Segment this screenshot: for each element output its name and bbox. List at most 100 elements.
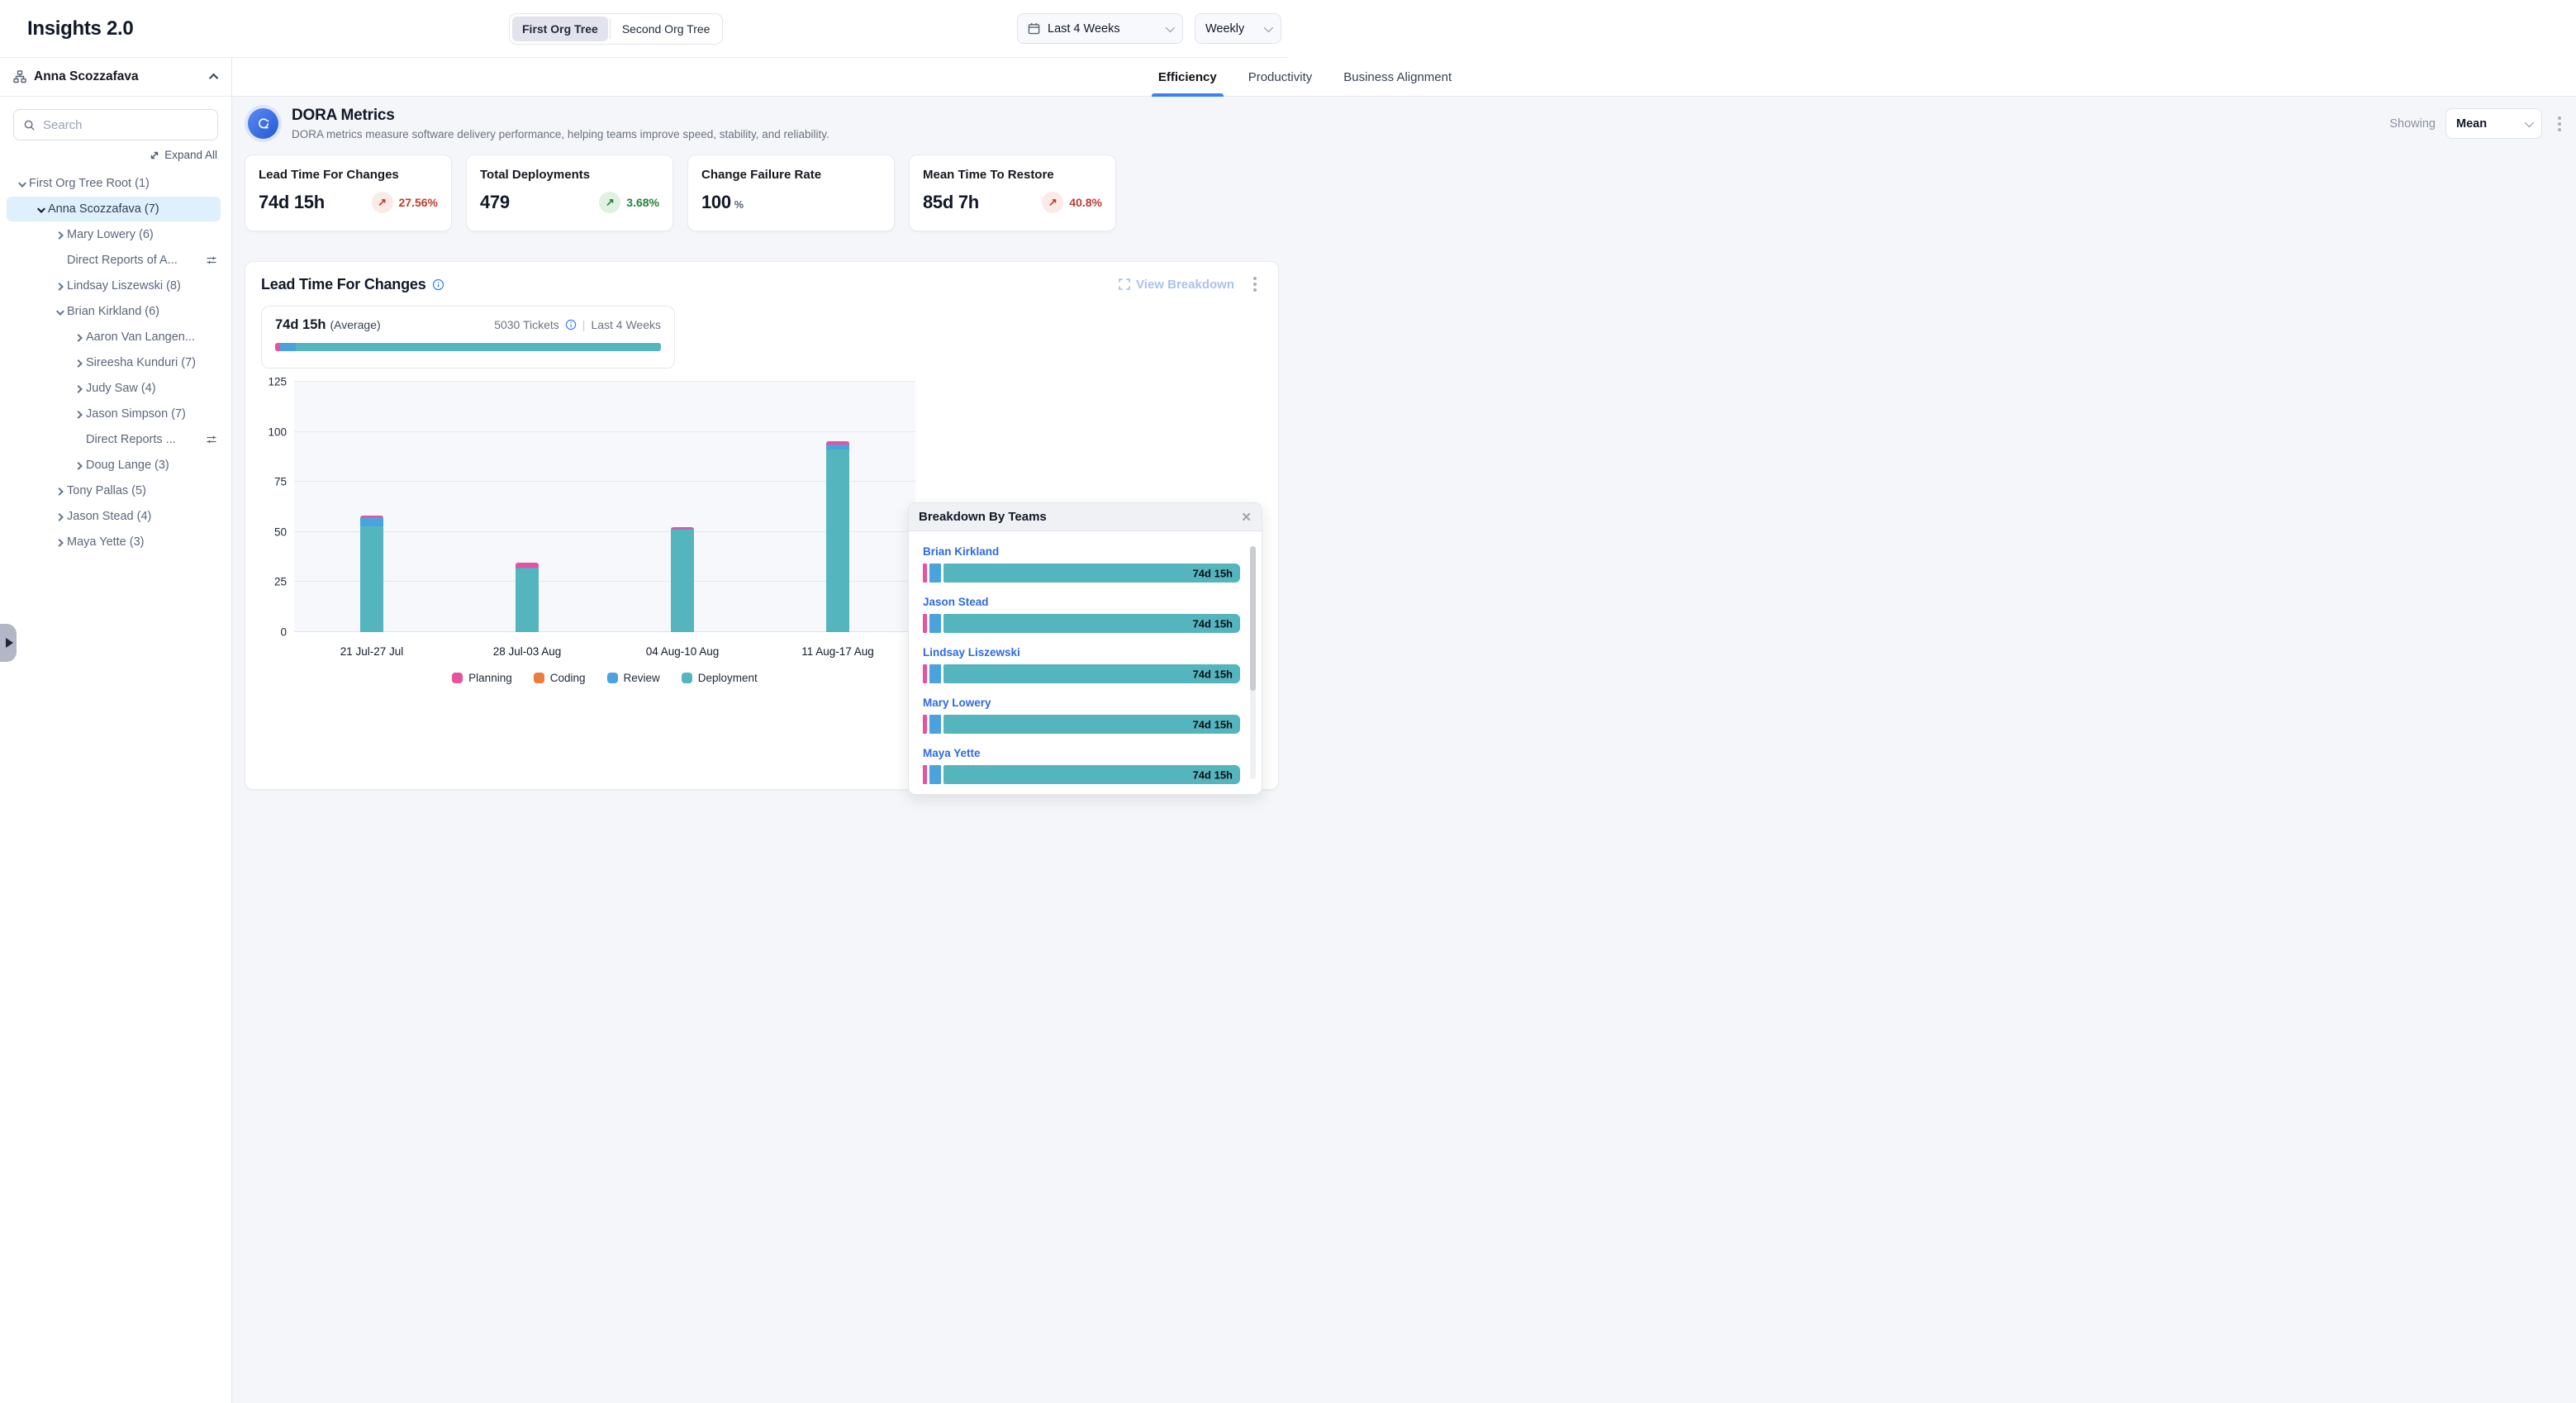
date-range-select[interactable]: Last 4 Weeks (1017, 13, 1183, 44)
breakdown-header: Breakdown By Teams ✕ (909, 503, 1262, 531)
tree-item-tony-pallas-5[interactable]: Tony Pallas (5) (7, 478, 221, 503)
team-name-link[interactable]: Jason Stead (923, 596, 989, 608)
dora-header: DORA Metrics DORA metrics measure softwa… (245, 105, 2567, 142)
metric-value: 74d 15h (259, 192, 325, 212)
toggle-first-org-tree[interactable]: First Org Tree (512, 17, 608, 41)
team-name-link[interactable]: Mary Lowery (923, 697, 991, 709)
view-breakdown-button[interactable]: View Breakdown (1119, 278, 1234, 292)
sidebar-header[interactable]: Anna Scozzafava (0, 58, 231, 97)
tree-item-sireesha-kunduri-7[interactable]: Sireesha Kunduri (7) (7, 350, 221, 375)
expand-all-button[interactable]: Expand All (0, 144, 231, 164)
bar-column-11-aug-17-aug (760, 382, 915, 632)
scrollbar-thumb[interactable] (1250, 546, 1256, 691)
tree-item-direct-reports[interactable]: Direct Reports ... (7, 427, 221, 452)
tree-item-label: Maya Yette (3) (67, 535, 145, 549)
trend-up-arrow-icon: ↗ (599, 192, 621, 213)
org-tree-toggle: First Org Tree Second Org Tree (509, 13, 724, 45)
chevron-down-icon[interactable] (15, 177, 29, 190)
team-stacked-bar: 74d 15h (923, 564, 1240, 583)
tab-productivity[interactable]: Productivity (1248, 69, 1313, 84)
team-bar-segment-review (929, 765, 941, 784)
team-value: 74d 15h (1192, 768, 1233, 781)
team-bar-segment-planning (923, 765, 927, 784)
team-bar-segment-review (929, 564, 941, 583)
granularity-select[interactable]: Weekly (1195, 13, 1281, 44)
tree-item-judy-saw-4[interactable]: Judy Saw (4) (7, 376, 221, 401)
chevron-right-icon[interactable] (53, 510, 67, 523)
tree-item-first-org-tree-root-1[interactable]: First Org Tree Root (1) (7, 171, 221, 196)
metric-value: 85d 7h (923, 192, 979, 212)
expand-corners-icon (1119, 278, 1130, 290)
search-icon (23, 119, 36, 131)
chart-legend: Planning Coding Review Deployment (294, 672, 915, 684)
filter-sliders-icon[interactable] (206, 434, 217, 445)
tree-item-doug-lange-3[interactable]: Doug Lange (3) (7, 453, 221, 478)
legend-swatch (606, 673, 618, 683)
tree-item-lindsay-liszewski-8[interactable]: Lindsay Liszewski (8) (7, 273, 221, 298)
gridline (294, 381, 915, 382)
x-axis: 21 Jul-27 Jul 28 Jul-03 Aug 04 Aug-10 Aug 1… (294, 632, 915, 658)
tree-item-direct-reports-of-a[interactable]: Direct Reports of A... (7, 248, 221, 273)
legend-label: Deployment (697, 672, 758, 684)
team-name-link[interactable]: Lindsay Liszewski (923, 646, 1020, 659)
metric-value-suffix: % (734, 199, 744, 211)
info-icon[interactable] (432, 278, 444, 291)
chevron-right-icon[interactable] (72, 331, 86, 344)
team-stacked-bar: 74d 15h (923, 664, 1240, 683)
metric-title: Total Deployments (480, 168, 591, 182)
team-stacked-bar: 74d 15h (923, 765, 1240, 784)
metric-delta: 40.8% (1069, 196, 1102, 209)
tree-item-anna-scozzafava-7[interactable]: Anna Scozzafava (7) (7, 197, 221, 221)
drawer-toggle-handle[interactable] (0, 624, 17, 662)
lead-time-kebab-menu-button[interactable] (1248, 274, 1262, 294)
tree-item-label: Direct Reports of A... (67, 254, 178, 267)
chevron-right-icon[interactable] (72, 356, 86, 369)
y-axis: 0 25 50 75 100 125 (261, 376, 294, 639)
chevron-right-icon[interactable] (53, 228, 67, 241)
metric-card-total-deployments: Total Deployments 479 ↗ 3.68% (466, 155, 673, 231)
chevron-down-icon[interactable] (34, 202, 48, 216)
metric-delta: 27.56% (398, 196, 438, 209)
team-name-link[interactable]: Brian Kirkland (923, 545, 1000, 558)
y-axis-tick-label: 25 (273, 575, 287, 588)
aggregation-select[interactable]: Mean (2445, 108, 2542, 139)
legend-label: Review (623, 672, 660, 684)
tree-item-label: Lindsay Liszewski (8) (67, 279, 181, 292)
tree-item-aaron-van-langen[interactable]: Aaron Van Langen... (7, 325, 221, 350)
team-name-link[interactable]: Maya Yette (923, 747, 981, 759)
filter-sliders-icon[interactable] (206, 254, 217, 266)
chevron-right-icon[interactable] (72, 407, 86, 421)
tab-efficiency[interactable]: Efficiency (1151, 58, 1224, 97)
dora-icon (245, 105, 282, 142)
content-area: DORA Metrics DORA metrics measure softwa… (232, 97, 2576, 1403)
close-icon[interactable]: ✕ (1241, 510, 1252, 525)
tab-business-alignment[interactable]: Business Alignment (1343, 69, 1452, 84)
tree-item-jason-simpson-7[interactable]: Jason Simpson (7) (7, 402, 221, 426)
team-item-maya-yette: Maya Yette 74d 15h (923, 747, 1240, 784)
tickets-count: 5030 Tickets (494, 318, 559, 331)
team-item-brian-kirkland: Brian Kirkland 74d 15h (923, 545, 1240, 583)
toggle-second-org-tree[interactable]: Second Org Tree (621, 22, 711, 36)
tree-item-brian-kirkland-6[interactable]: Brian Kirkland (6) (7, 299, 221, 324)
legend-item-deployment: Deployment (681, 672, 758, 684)
bar-segment-planning (826, 440, 849, 445)
chevron-placeholder (53, 254, 67, 267)
chevron-right-icon[interactable] (72, 459, 86, 472)
info-icon[interactable] (565, 319, 577, 331)
chevron-right-icon[interactable] (53, 279, 67, 292)
chevron-right-icon[interactable] (53, 535, 67, 549)
legend-item-planning: Planning (452, 672, 512, 684)
chevron-right-icon[interactable] (53, 484, 67, 497)
tree-item-maya-yette-3[interactable]: Maya Yette (3) (7, 530, 221, 554)
search-input[interactable] (43, 117, 208, 132)
chevron-down-icon[interactable] (53, 305, 67, 318)
bar-segment-deployment (671, 530, 694, 632)
y-axis-tick-label: 125 (268, 375, 287, 388)
tree-item-mary-lowery-6[interactable]: Mary Lowery (6) (7, 222, 221, 247)
dora-kebab-menu-button[interactable] (2552, 114, 2567, 134)
team-bar-segment-planning (923, 715, 927, 734)
expand-all-label: Expand All (164, 149, 217, 161)
tree-item-jason-stead-4[interactable]: Jason Stead (4) (7, 504, 221, 529)
app-title: Insights 2.0 (27, 17, 134, 40)
chevron-right-icon[interactable] (72, 382, 86, 395)
